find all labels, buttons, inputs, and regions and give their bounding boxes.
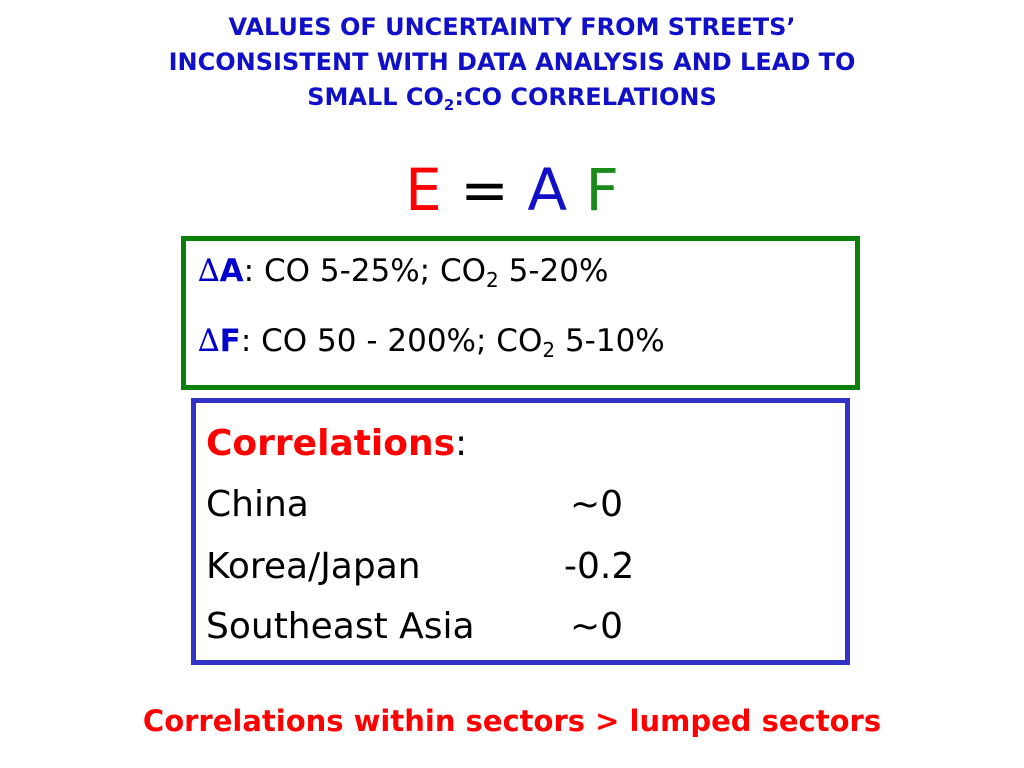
correlation-value: ~0 bbox=[570, 606, 624, 647]
title-line-1: VALUES OF UNCERTAINTY FROM STREETS’ bbox=[228, 13, 796, 41]
correlation-row: China ~0 bbox=[206, 477, 826, 533]
correlation-row: Southeast Asia ~0 bbox=[206, 599, 826, 655]
uncertainty-row-a: ∆A: CO 5-25%; CO2 5-20% bbox=[198, 251, 608, 291]
correlations-box: Correlations: China ~0 Korea/Japan -0.2 … bbox=[191, 398, 850, 665]
correlations-heading: Correlations: bbox=[206, 417, 467, 471]
uncertainty-row-f: ∆F: CO 50 - 200%; CO2 5-10% bbox=[198, 321, 665, 361]
correlation-value: ~0 bbox=[570, 484, 624, 525]
title-line-3-prefix: SMALL CO bbox=[307, 83, 444, 111]
uncertainty-a-text: : CO 5-25%; CO bbox=[243, 253, 487, 289]
uncertainty-box: ∆A: CO 5-25%; CO2 5-20% ∆F: CO 50 - 200%… bbox=[181, 236, 860, 390]
delta-f-symbol: ∆ bbox=[198, 323, 220, 359]
uncertainty-a-subscript: 2 bbox=[486, 268, 499, 292]
correlations-heading-word: Correlations bbox=[206, 423, 456, 464]
footer-note: Correlations within sectors > lumped sec… bbox=[142, 704, 882, 738]
uncertainty-a-text-end: 5-20% bbox=[498, 253, 609, 289]
equation-equals: = bbox=[460, 156, 509, 224]
uncertainty-a-letter: A bbox=[219, 253, 244, 289]
equation-f: F bbox=[585, 156, 619, 224]
slide-title: VALUES OF UNCERTAINTY FROM STREETS’ INCO… bbox=[20, 10, 1004, 115]
title-line-2: INCONSISTENT WITH DATA ANALYSIS AND LEAD… bbox=[168, 48, 856, 76]
correlation-row: Korea/Japan -0.2 bbox=[206, 539, 826, 595]
equation-e: E bbox=[405, 156, 442, 224]
correlation-region: Korea/Japan bbox=[206, 546, 421, 587]
title-line-3-suffix: :CO CORRELATIONS bbox=[454, 83, 717, 111]
equation-a: A bbox=[527, 156, 567, 224]
uncertainty-f-text-end: 5-10% bbox=[555, 323, 665, 359]
uncertainty-f-text: : CO 50 - 200%; CO bbox=[240, 323, 543, 359]
delta-a-symbol: ∆ bbox=[198, 253, 220, 289]
correlation-value: -0.2 bbox=[564, 546, 635, 587]
correlations-heading-colon: : bbox=[455, 423, 468, 464]
equation: E = A F bbox=[0, 152, 1024, 228]
uncertainty-f-subscript: 2 bbox=[542, 338, 556, 362]
correlation-region: China bbox=[206, 484, 309, 525]
correlation-region: Southeast Asia bbox=[206, 606, 475, 647]
title-line-3-subscript: 2 bbox=[443, 96, 455, 114]
uncertainty-f-letter: F bbox=[219, 323, 241, 359]
